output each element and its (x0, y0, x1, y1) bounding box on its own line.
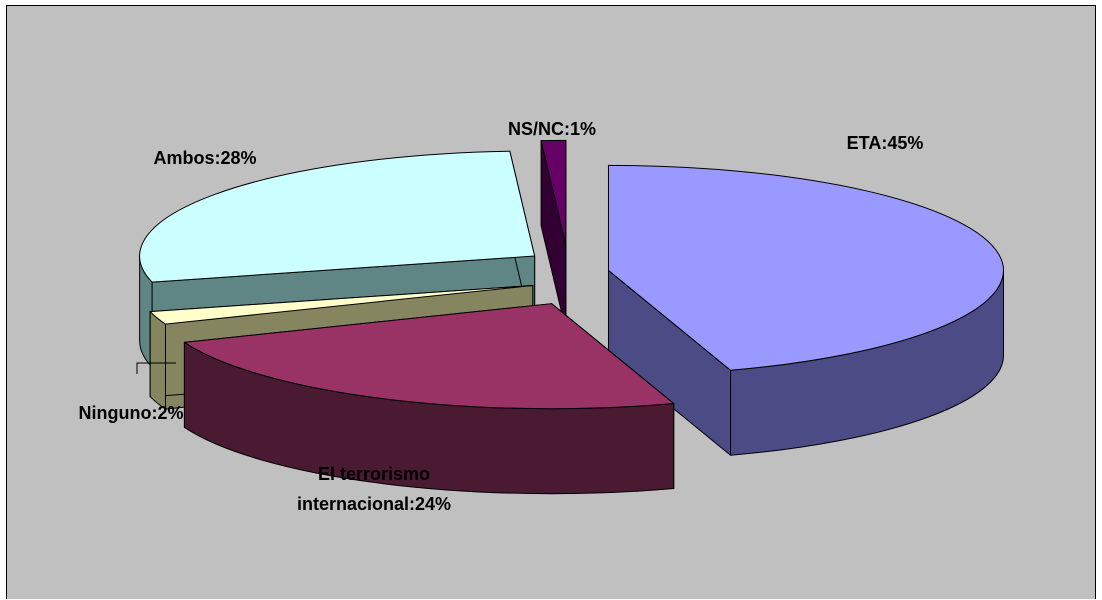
slice-top-ns-nc (540, 139, 567, 246)
slice-top-eta (607, 164, 1004, 371)
slice-top-ambos (139, 150, 536, 283)
slice-eta (607, 164, 1004, 456)
slice-ns-nc (540, 139, 567, 331)
pie-chart: NS/NC:1% ETA:45% Ambos:28% Ninguno:2% El… (79, 119, 1004, 514)
ninguno-leader-line (136, 362, 176, 374)
slice-outer-wall-ninguno (149, 311, 166, 410)
label-internacional-line1: El terrorismo (318, 464, 430, 484)
label-ambos: Ambos:28% (153, 148, 256, 168)
slice-el-terrorismo-internacional (183, 303, 675, 495)
chart-area: NS/NC:1% ETA:45% Ambos:28% Ninguno:2% El… (6, 5, 1096, 599)
label-eta: ETA:45% (847, 133, 924, 153)
slice-top-ninguno (149, 284, 534, 325)
slice-top-el-terrorismo-internacional (183, 303, 675, 410)
label-internacional-line2: internacional:24% (297, 494, 451, 514)
label-ninguno: Ninguno:2% (79, 403, 184, 423)
label-nsnc: NS/NC:1% (508, 119, 596, 139)
